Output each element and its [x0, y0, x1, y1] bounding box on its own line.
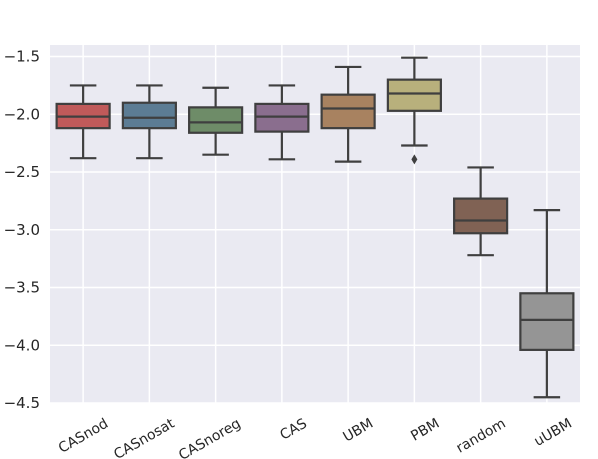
box-UBM: [320, 65, 376, 163]
x-tick-label: PBM: [408, 416, 442, 445]
y-tick-label: −4.0: [4, 336, 40, 354]
x-tick-label: CASnod: [56, 416, 111, 457]
box-body: [254, 102, 310, 133]
box-PBM: [386, 56, 442, 165]
x-tick-label: CAS: [277, 416, 310, 444]
y-tick-label: −2.0: [4, 105, 40, 123]
box-body: [386, 78, 442, 112]
boxes: [55, 56, 575, 399]
box-body: [188, 106, 244, 134]
y-tick-label: −3.0: [4, 221, 40, 239]
y-tick-label: −2.5: [4, 163, 40, 181]
box-body: [121, 101, 177, 130]
x-tick-label: UBM: [340, 416, 376, 446]
y-tick-label: −3.5: [4, 279, 40, 297]
box-random: [453, 166, 509, 257]
box-body: [320, 93, 376, 130]
box-CASnoreg: [188, 86, 244, 156]
y-axis-tick-labels: −4.5 −4.0 −3.5 −3.0 −2.5 −2.0 −1.5: [4, 48, 40, 412]
outlier-marker: [411, 154, 418, 165]
box-uUBM: [519, 209, 575, 399]
box-CASnod: [55, 84, 111, 160]
box-body: [519, 292, 575, 351]
y-tick-label: −4.5: [4, 394, 40, 412]
box-CASnosat: [121, 84, 177, 160]
box-CAS: [254, 84, 310, 161]
y-tick-label: −1.5: [4, 48, 40, 66]
x-tick-label: CASnoreg: [176, 416, 243, 459]
x-tick-label: uUBM: [532, 416, 575, 450]
x-tick-label: CASnosat: [111, 415, 178, 459]
x-tick-label: random: [454, 416, 509, 457]
box-body: [453, 197, 509, 235]
